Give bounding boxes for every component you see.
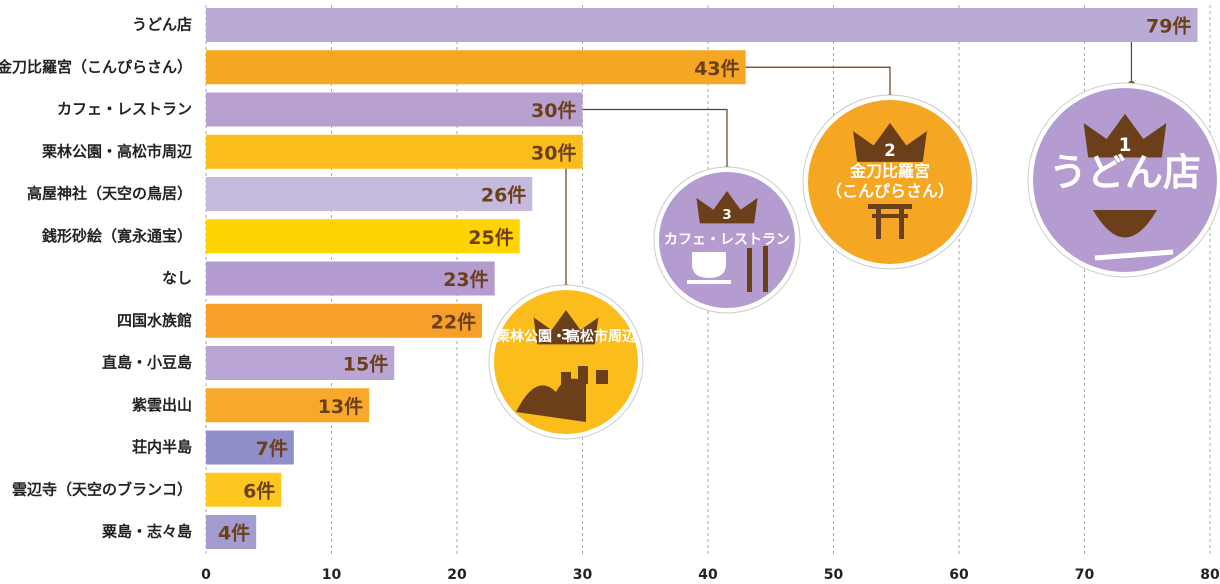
badge-label: 金刀比羅宮 (849, 162, 930, 181)
badge (659, 172, 795, 308)
x-tick-label: 20 (447, 567, 467, 583)
x-tick-label: 30 (573, 567, 593, 583)
category-label: なし (162, 269, 192, 287)
connector (582, 108, 728, 170)
crown (853, 122, 927, 162)
badge-rank: 2 (884, 141, 895, 160)
crown (1083, 113, 1167, 158)
badge (808, 100, 972, 264)
category-label: 紫雲出山 (132, 396, 192, 414)
badge-label: （こんぴらさん） (826, 182, 954, 201)
category-label: 銭形砂絵（寛永通宝） (41, 227, 192, 245)
crown (696, 191, 758, 224)
badge-rank: 1 (1119, 135, 1132, 156)
crown (533, 310, 599, 345)
bar (206, 92, 583, 127)
cutlery-icon (747, 248, 752, 292)
bar (206, 472, 282, 507)
badge-rank: 3 (561, 327, 571, 343)
bar (206, 8, 1198, 42)
badge-rank: 3 (722, 207, 731, 223)
value-label: 25件 (468, 226, 513, 249)
category-label: 金刀比羅宮（こんぴらさん） (0, 58, 192, 76)
bar (206, 346, 395, 380)
bar (206, 388, 370, 423)
value-label: 22件 (431, 310, 476, 333)
x-tick-label: 60 (949, 567, 969, 583)
torii-icon (868, 204, 912, 239)
category-label: 直島・小豆島 (102, 354, 192, 372)
value-label: 4件 (218, 522, 250, 545)
category-label: うどん店 (132, 16, 192, 34)
x-tick-label: 0 (201, 567, 211, 583)
bar (206, 177, 533, 211)
category-label: 高屋神社（天空の鳥居） (27, 185, 192, 203)
value-label: 30件 (531, 99, 576, 122)
badge-label: 栗林公園・高松市周辺 (496, 328, 636, 345)
x-tick-label: 50 (824, 567, 844, 583)
category-label: 粟島・志々島 (101, 523, 192, 541)
cutlery-icon (763, 246, 768, 292)
bar (206, 261, 495, 296)
bar (206, 50, 746, 85)
connector (745, 66, 891, 98)
chopsticks (1094, 249, 1174, 261)
value-label: 30件 (531, 141, 576, 164)
value-label: 6件 (243, 479, 275, 502)
x-tick-label: 80 (1200, 567, 1220, 583)
value-label: 79件 (1146, 15, 1191, 38)
value-label: 7件 (256, 437, 288, 460)
x-tick-label: 10 (322, 567, 342, 583)
bar (206, 430, 294, 465)
value-label: 43件 (694, 57, 739, 80)
bar (206, 515, 257, 549)
value-label: 26件 (481, 184, 526, 207)
bar (206, 219, 520, 254)
badge (1033, 88, 1217, 272)
category-label: 雲辺寺（天空のブランコ） (12, 480, 192, 498)
bar (206, 134, 583, 169)
bowl-icon (1093, 210, 1157, 238)
value-label: 15件 (343, 353, 388, 376)
category-label: 四国水族館 (117, 311, 192, 329)
x-tick-label: 40 (698, 567, 718, 583)
category-label: 栗林公園・高松市周辺 (42, 142, 193, 160)
category-label: カフェ・レストラン (57, 100, 192, 118)
x-tick-label: 70 (1075, 567, 1095, 583)
bar (206, 303, 483, 338)
value-label: 23件 (443, 268, 488, 291)
category-label: 荘内半島 (132, 438, 192, 456)
cup-icon (687, 252, 731, 284)
park-icon (516, 366, 608, 422)
value-label: 13件 (318, 395, 363, 418)
badge-label: うどん店 (1049, 151, 1201, 195)
badge-label: カフェ・レストラン (664, 232, 790, 248)
